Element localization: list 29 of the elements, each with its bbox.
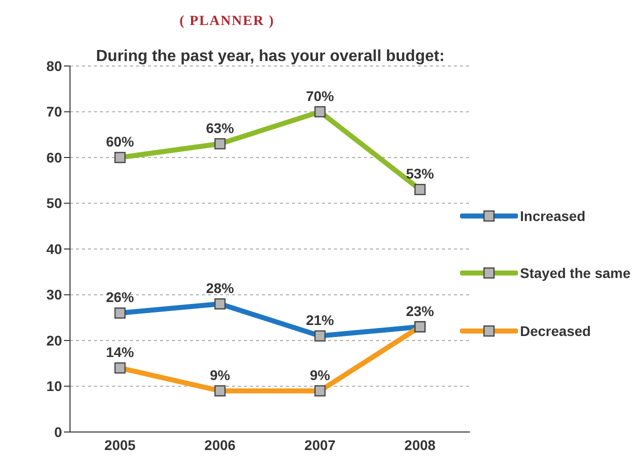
- x-tick-label: 2008: [404, 436, 436, 453]
- chart-subtitle: During the past year, has your overall budget:: [96, 48, 445, 66]
- legend-label: Stayed the same: [520, 265, 630, 281]
- data-label: 60%: [106, 134, 135, 150]
- data-label: 9%: [210, 366, 231, 383]
- data-label: 53%: [406, 166, 435, 182]
- data-label: 9%: [310, 366, 331, 383]
- data-label: 14%: [106, 344, 135, 360]
- y-tick-label: 40: [46, 240, 62, 257]
- data-label: 26%: [106, 289, 135, 306]
- y-tick-label: 30: [46, 286, 62, 303]
- data-label: 23%: [406, 302, 435, 319]
- data-label: 70%: [306, 88, 335, 104]
- y-tick-label: 0: [54, 424, 62, 440]
- data-label: 28%: [206, 280, 235, 296]
- x-tick-label: 2006: [204, 436, 236, 453]
- x-tick-label: 2005: [104, 436, 136, 453]
- y-tick-label: 70: [46, 104, 62, 120]
- data-label: 63%: [206, 120, 235, 136]
- y-tick-label: 60: [46, 149, 62, 166]
- legend-label: Decreased: [520, 323, 591, 339]
- y-tick-label: 50: [46, 195, 62, 212]
- y-tick-label: 20: [46, 332, 62, 348]
- data-label: 21%: [306, 312, 335, 328]
- chart-title: ( PLANNER ): [178, 14, 276, 30]
- y-tick-label: 10: [46, 378, 62, 394]
- x-tick-label: 2007: [304, 436, 336, 453]
- y-tick-label: 80: [46, 58, 62, 74]
- legend-label: Increased: [520, 208, 586, 224]
